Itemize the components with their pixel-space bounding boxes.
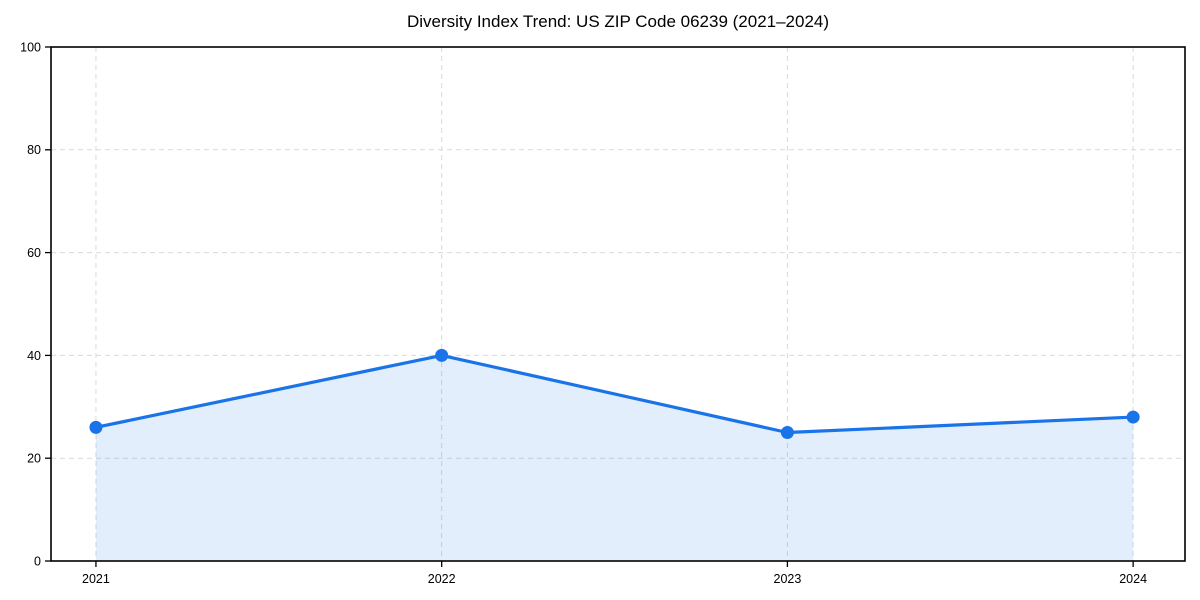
x-tick-label: 2023 xyxy=(774,572,802,586)
x-tick-label: 2021 xyxy=(82,572,110,586)
y-tick-label: 80 xyxy=(27,143,41,157)
y-tick-label: 100 xyxy=(20,40,41,54)
y-tick-label: 60 xyxy=(27,246,41,260)
trend-line xyxy=(94,353,1135,435)
y-tick-label: 40 xyxy=(27,349,41,363)
data-point-2023 xyxy=(780,426,794,439)
x-tick-label: 2022 xyxy=(428,572,456,586)
data-point-2021 xyxy=(89,420,103,434)
y-tick-label: 20 xyxy=(27,452,41,466)
y-tick-label: 0 xyxy=(34,554,41,568)
data-point-2024 xyxy=(1126,410,1140,424)
plot-border xyxy=(50,46,1186,562)
area-fill xyxy=(95,355,1134,561)
chart-title: Diversity Index Trend: US ZIP Code 06239… xyxy=(406,12,830,31)
x-tick-label: 2024 xyxy=(1119,572,1147,586)
data-point-2022 xyxy=(435,348,449,362)
